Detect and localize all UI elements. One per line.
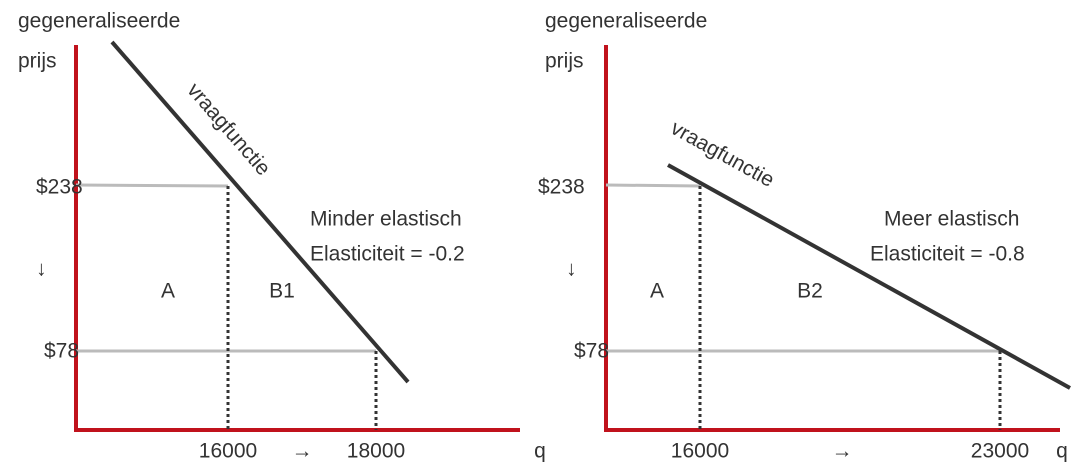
quantity-label: 16000 — [199, 440, 257, 463]
panel-left: gegeneraliseerde prijs $238 ↓ $78 A B1 M… — [18, 10, 546, 463]
curve-label: vraagfunctie — [667, 116, 778, 192]
price-line — [605, 183, 701, 188]
arrow: → — [832, 440, 853, 463]
area-label: A — [650, 280, 664, 303]
annotation: Elasticiteit = -0.8 — [870, 243, 1025, 266]
quantity-label: 18000 — [347, 440, 405, 463]
curve-label: vraagfunctie — [183, 79, 275, 180]
annotation: Minder elastisch — [310, 208, 462, 231]
axis-label: gegeneraliseerde — [545, 10, 707, 33]
axis-label: prijs — [18, 50, 57, 73]
price-line — [75, 183, 229, 188]
demand-line — [667, 163, 1071, 390]
axis-label: gegeneraliseerde — [18, 10, 180, 33]
axis-label: prijs — [545, 50, 584, 73]
price-label: $238 — [36, 176, 83, 199]
quantity-label: 23000 — [971, 440, 1029, 463]
annotation: Elasticiteit = -0.2 — [310, 243, 465, 266]
price-label: $78 — [574, 340, 609, 363]
arrow: ↓ — [566, 258, 577, 281]
price-label: $78 — [44, 340, 79, 363]
area-label: B1 — [269, 280, 295, 303]
panel-right: gegeneraliseerde prijs $238 ↓ $78 A B2 M… — [538, 10, 1071, 463]
area-label: A — [161, 280, 175, 303]
arrow: → — [292, 440, 313, 463]
axis-label: q — [534, 440, 546, 463]
area-label: B2 — [797, 280, 823, 303]
annotation: Meer elastisch — [884, 208, 1019, 231]
quantity-label: 16000 — [671, 440, 729, 463]
axis-label: q — [1056, 440, 1068, 463]
demand-line — [110, 40, 410, 384]
arrow: ↓ — [36, 258, 47, 281]
price-label: $238 — [538, 176, 585, 199]
